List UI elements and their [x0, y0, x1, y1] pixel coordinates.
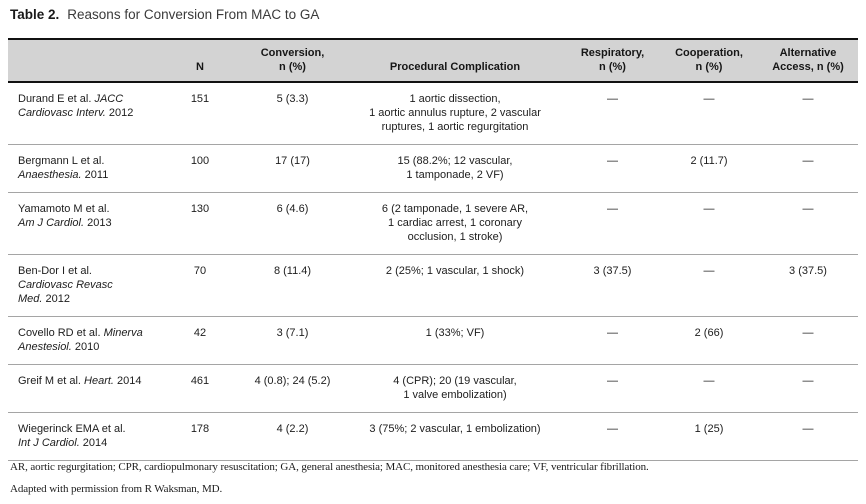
- column-header-cooperation: Cooperation, n (%): [660, 38, 758, 83]
- table-title-text: Reasons for Conversion From MAC to GA: [67, 7, 320, 22]
- cooperation-cell: 1 (25): [660, 412, 758, 461]
- cooperation-cell: 2 (66): [660, 316, 758, 365]
- n-cell: 461: [160, 364, 240, 413]
- n-cell: 178: [160, 412, 240, 461]
- alternative-access-cell: —: [758, 316, 858, 365]
- procedural-complication-cell: 3 (75%; 2 vascular, 1 embolization): [345, 412, 565, 461]
- table-row: Bergmann L et al. Anaesthesia. 2011 100 17…: [8, 144, 858, 193]
- procedural-complication-cell: 2 (25%; 1 vascular, 1 shock): [345, 254, 565, 317]
- study-author-text: 2012: [42, 293, 70, 305]
- n-cell: 151: [160, 82, 240, 145]
- cooperation-cell: —: [660, 254, 758, 317]
- journal-name: Am J Cardiol.: [18, 217, 85, 229]
- table-header: N Conversion, n (%) Procedural Complicat…: [8, 38, 858, 83]
- respiratory-cell: —: [565, 82, 660, 145]
- study-cell: Ben-Dor I et al. Cardiovasc Revasc Med. …: [8, 254, 160, 317]
- alternative-access-cell: —: [758, 144, 858, 193]
- study-author-text: 2011: [81, 169, 109, 181]
- n-cell: 130: [160, 192, 240, 255]
- study-cell: Yamamoto M et al. Am J Cardiol. 2013: [8, 192, 160, 255]
- study-cell: Greif M et al. Heart. 2014: [8, 364, 160, 413]
- conversion-cell: 6 (4.6): [240, 192, 345, 255]
- study-author-text: 2010: [71, 341, 100, 353]
- alternative-access-cell: —: [758, 82, 858, 145]
- conversion-cell: 17 (17): [240, 144, 345, 193]
- procedural-complication-cell: 6 (2 tamponade, 1 severe AR, 1 cardiac a…: [345, 192, 565, 255]
- journal-name: Cardiovasc Revasc Med.: [18, 279, 113, 305]
- credit-footnote: Adapted with permission from R Waksman, …: [10, 483, 223, 495]
- conversion-cell: 8 (11.4): [240, 254, 345, 317]
- column-header-respiratory: Respiratory, n (%): [565, 38, 660, 83]
- cooperation-cell: 2 (11.7): [660, 144, 758, 193]
- conversion-reasons-table: N Conversion, n (%) Procedural Complicat…: [8, 38, 858, 461]
- table-row: Greif M et al. Heart. 2014 461 4 (0.8); 24…: [8, 364, 858, 413]
- n-cell: 100: [160, 144, 240, 193]
- cooperation-cell: —: [660, 82, 758, 145]
- study-author-text: Covello RD et al.: [18, 327, 104, 339]
- journal-name: Minerva Anestesiol.: [18, 327, 143, 353]
- cooperation-cell: —: [660, 192, 758, 255]
- conversion-cell: 5 (3.3): [240, 82, 345, 145]
- conversion-cell: 3 (7.1): [240, 316, 345, 365]
- journal-name: Heart.: [84, 375, 114, 387]
- table-row: Yamamoto M et al. Am J Cardiol. 2013 130 6…: [8, 192, 858, 255]
- study-author-text: 2014: [114, 375, 142, 387]
- conversion-cell: 4 (0.8); 24 (5.2): [240, 364, 345, 413]
- study-author-text: Greif M et al.: [18, 375, 85, 387]
- abbreviations-footnote: AR, aortic regurgitation; CPR, cardiopul…: [10, 461, 649, 473]
- table-row: Covello RD et al. Minerva Anestesiol. 20…: [8, 316, 858, 365]
- table-number-label: Table 2.: [10, 7, 60, 22]
- column-header-alternative-access: Alternative Access, n (%): [758, 38, 858, 83]
- conversion-cell: 4 (2.2): [240, 412, 345, 461]
- respiratory-cell: —: [565, 364, 660, 413]
- respiratory-cell: —: [565, 316, 660, 365]
- table-row: Wiegerinck EMA et al. Int J Cardiol. 201…: [8, 412, 858, 461]
- column-header-conversion: Conversion, n (%): [240, 38, 345, 83]
- table-body: Durand E et al. JACC Cardiovasc Interv. …: [8, 82, 858, 461]
- column-header-n: N: [160, 38, 240, 83]
- n-cell: 70: [160, 254, 240, 317]
- alternative-access-cell: —: [758, 412, 858, 461]
- table-row: Durand E et al. JACC Cardiovasc Interv. …: [8, 82, 858, 145]
- study-author-text: 2013: [84, 217, 112, 229]
- study-author-text: Wiegerinck EMA et al.: [18, 423, 126, 435]
- study-cell: Covello RD et al. Minerva Anestesiol. 20…: [8, 316, 160, 365]
- study-cell: Durand E et al. JACC Cardiovasc Interv. …: [8, 82, 160, 145]
- respiratory-cell: 3 (37.5): [565, 254, 660, 317]
- alternative-access-cell: 3 (37.5): [758, 254, 858, 317]
- study-cell: Wiegerinck EMA et al. Int J Cardiol. 201…: [8, 412, 160, 461]
- procedural-complication-cell: 15 (88.2%; 12 vascular, 1 tamponade, 2 V…: [345, 144, 565, 193]
- study-author-text: Durand E et al.: [18, 93, 95, 105]
- journal-name: Int J Cardiol.: [18, 437, 80, 449]
- journal-name: JACC Cardiovasc Interv.: [18, 93, 124, 119]
- respiratory-cell: —: [565, 412, 660, 461]
- respiratory-cell: —: [565, 192, 660, 255]
- column-header-procedural-complication: Procedural Complication: [345, 38, 565, 83]
- study-author-text: Ben-Dor I et al.: [18, 265, 92, 277]
- alternative-access-cell: —: [758, 364, 858, 413]
- procedural-complication-cell: 4 (CPR); 20 (19 vascular, 1 valve emboli…: [345, 364, 565, 413]
- n-cell: 42: [160, 316, 240, 365]
- study-author-text: 2014: [79, 437, 108, 449]
- procedural-complication-cell: 1 aortic dissection, 1 aortic annulus ru…: [345, 82, 565, 145]
- alternative-access-cell: —: [758, 192, 858, 255]
- respiratory-cell: —: [565, 144, 660, 193]
- table-title: Table 2. Reasons for Conversion From MAC …: [10, 7, 319, 22]
- study-cell: Bergmann L et al. Anaesthesia. 2011: [8, 144, 160, 193]
- journal-name: Anaesthesia.: [18, 169, 82, 181]
- study-author-text: Yamamoto M et al.: [18, 203, 110, 215]
- procedural-complication-cell: 1 (33%; VF): [345, 316, 565, 365]
- study-author-text: Bergmann L et al.: [18, 155, 105, 167]
- study-author-text: 2012: [105, 107, 134, 119]
- column-header-study: [8, 38, 160, 83]
- cooperation-cell: —: [660, 364, 758, 413]
- table-row: Ben-Dor I et al. Cardiovasc Revasc Med. …: [8, 254, 858, 317]
- header-row: N Conversion, n (%) Procedural Complicat…: [8, 38, 858, 83]
